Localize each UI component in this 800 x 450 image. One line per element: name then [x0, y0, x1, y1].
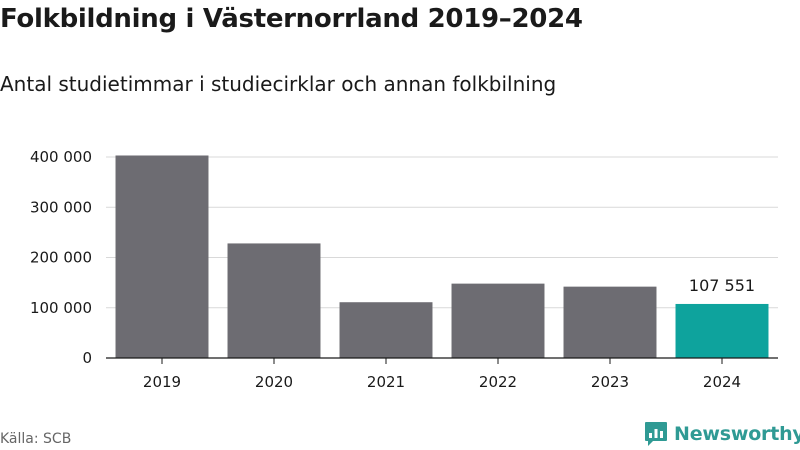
chart-title: Folkbildning i Västernorrland 2019–2024	[0, 4, 583, 34]
gridlines	[106, 156, 778, 309]
source-note: Källa: SCB	[0, 431, 72, 447]
bar-2023	[563, 286, 657, 358]
y-tick-label: 300 000	[30, 198, 92, 216]
y-axis-tick-labels: 0 100 000 200 000 300 000 400 000	[30, 148, 92, 367]
chart-subtitle: Antal studietimmar i studiecirklar och a…	[0, 72, 557, 96]
x-tick-label: 2021	[367, 373, 405, 391]
data-labels: 107 551	[689, 276, 755, 295]
x-tick-label: 2019	[143, 373, 181, 391]
x-tick-label: 2023	[591, 373, 629, 391]
brand-logo: Newsworthy	[644, 421, 800, 447]
data-label: 107 551	[689, 276, 755, 295]
newsworthy-logo-icon	[645, 422, 667, 446]
bar-2021	[339, 302, 433, 358]
y-tick-label: 0	[82, 349, 92, 367]
brand-name: Newsworthy	[674, 423, 800, 445]
x-tick-label: 2022	[479, 373, 517, 391]
bar-2024	[675, 303, 769, 358]
y-tick-label: 200 000	[30, 249, 92, 267]
bars	[115, 155, 769, 358]
y-tick-label: 400 000	[30, 148, 92, 166]
bar-2019	[115, 155, 209, 358]
x-axis: 2019 2020 2021 2022 2023 2024	[106, 357, 778, 391]
y-tick-label: 100 000	[30, 299, 92, 317]
x-tick-label: 2024	[703, 373, 741, 391]
bar-2022	[451, 283, 545, 358]
bar-2020	[227, 243, 321, 358]
x-tick-label: 2020	[255, 373, 293, 391]
